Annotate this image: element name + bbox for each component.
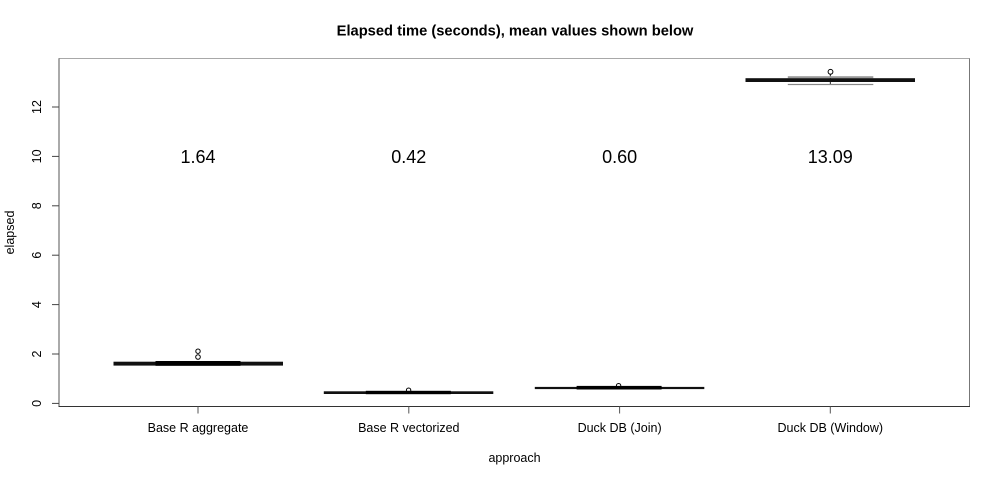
svg-text:1.64: 1.64 xyxy=(180,147,215,167)
svg-text:0.60: 0.60 xyxy=(602,147,637,167)
svg-text:Base R aggregate: Base R aggregate xyxy=(148,421,249,435)
svg-text:13.09: 13.09 xyxy=(808,147,853,167)
svg-text:Base R vectorized: Base R vectorized xyxy=(358,421,459,435)
svg-text:10: 10 xyxy=(30,149,44,163)
svg-text:0: 0 xyxy=(30,400,44,407)
svg-text:Duck DB (Join): Duck DB (Join) xyxy=(578,421,662,435)
svg-text:Duck DB (Window): Duck DB (Window) xyxy=(778,421,884,435)
svg-text:elapsed: elapsed xyxy=(3,211,17,255)
svg-text:0.42: 0.42 xyxy=(391,147,426,167)
svg-text:6: 6 xyxy=(30,252,44,259)
svg-text:4: 4 xyxy=(30,301,44,308)
svg-text:approach: approach xyxy=(488,451,540,465)
svg-text:12: 12 xyxy=(30,100,44,114)
svg-text:8: 8 xyxy=(30,202,44,209)
svg-text:Elapsed time (seconds), mean v: Elapsed time (seconds), mean values show… xyxy=(337,24,694,40)
svg-text:2: 2 xyxy=(30,350,44,357)
